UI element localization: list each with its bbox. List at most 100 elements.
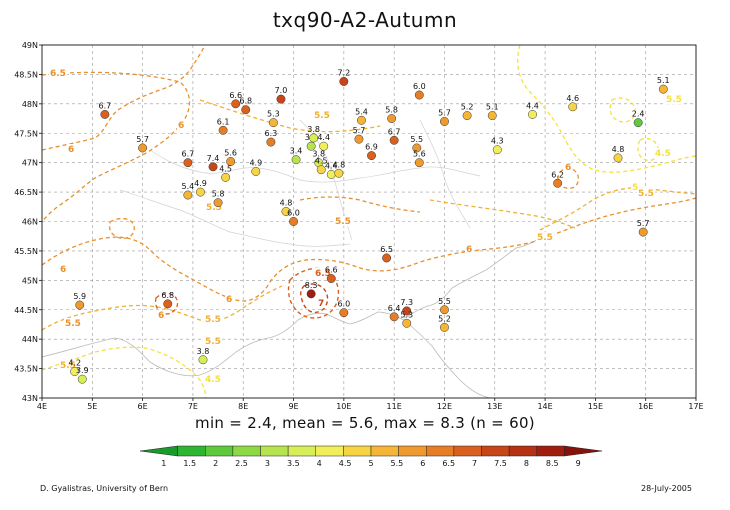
- contour-line: [42, 45, 206, 151]
- colorbar-segment: [398, 445, 427, 457]
- x-tick-label: 5E: [87, 402, 97, 411]
- x-tick-label: 15E: [588, 402, 603, 411]
- date-credit: 28-July-2005: [640, 484, 692, 493]
- contour-line: [539, 187, 696, 231]
- contour-line: [299, 283, 329, 314]
- contour-label-bg: [204, 374, 223, 384]
- station-value-label: 4.8: [612, 145, 625, 154]
- station-marker: [440, 322, 449, 332]
- station-marker: [568, 102, 578, 112]
- station-value-label: 4.8: [280, 198, 293, 207]
- station-marker: [387, 114, 397, 123]
- station-marker: [196, 187, 205, 197]
- station-value-label: 5.1: [657, 76, 670, 85]
- x-tick-label: 7E: [188, 402, 198, 411]
- contour-label-bg: [314, 268, 333, 278]
- colorbar-segment: [564, 445, 603, 457]
- station-marker: [218, 125, 228, 135]
- x-tick-label: 10E: [336, 402, 351, 411]
- station-marker: [326, 169, 336, 179]
- y-tick-label: 49N: [22, 41, 38, 50]
- contour-line: [42, 346, 207, 398]
- station-value-label: 5.6: [224, 148, 237, 157]
- station-marker: [389, 312, 399, 322]
- contour-label-bg: [59, 360, 78, 370]
- station-marker: [367, 151, 376, 161]
- colorbar-label: 2: [213, 459, 218, 468]
- colorbar-label: 8.5: [546, 459, 559, 468]
- colorbar-segment: [260, 445, 289, 457]
- colorbar-label: 1: [161, 459, 166, 468]
- station-marker: [440, 117, 449, 126]
- station-value-label: 4.4: [526, 101, 539, 110]
- x-tick-label: 4E: [37, 402, 47, 411]
- y-tick-label: 46.5N: [14, 188, 38, 197]
- station-value-label: 6.9: [365, 143, 378, 152]
- colorbar-label: 6.5: [442, 459, 455, 468]
- author-credit: D. Gyalistras, University of Bern: [40, 484, 169, 493]
- contour-label-bg: [536, 232, 555, 242]
- x-tick-label: 14E: [537, 402, 552, 411]
- station-value-label: 4.8: [332, 160, 345, 169]
- contour-label-bg: [334, 216, 353, 226]
- station-marker: [198, 355, 208, 365]
- colorbar-label: 3.5: [287, 459, 300, 468]
- colorbar-segment: [481, 445, 510, 457]
- contour-label: 6: [226, 295, 232, 305]
- colorbar-label: 6: [420, 459, 425, 468]
- station-marker: [231, 99, 241, 109]
- station-value-label: 6.7: [99, 101, 112, 110]
- station-value-label: 3.9: [76, 366, 89, 375]
- station-marker: [291, 155, 301, 165]
- station-marker: [389, 135, 399, 145]
- summary-stats: min = 2.4, mean = 5.6, max = 8.3 (n = 60…: [195, 414, 535, 432]
- station-value-label: 4.2: [68, 359, 81, 368]
- station-marker: [213, 198, 223, 208]
- station-marker: [528, 109, 537, 119]
- station-marker: [268, 118, 278, 128]
- station-value-label: 5.3: [267, 110, 280, 119]
- contour-label-bg: [49, 68, 68, 78]
- y-tick-label: 43N: [22, 394, 38, 403]
- station-value-label: 4.6: [566, 94, 579, 103]
- contour-label: 5.5: [60, 361, 76, 371]
- station-marker: [658, 84, 668, 94]
- station-value-label: 7.0: [275, 86, 288, 95]
- contour-label-bg: [317, 298, 325, 308]
- colorbar-legend: 1 1.5 2 2.5 3 3.5 4 4.5 5 5.5 6 6.5 7 7.5 8 8.5 9: [139, 445, 603, 468]
- station-value-label: 5.8: [385, 106, 398, 115]
- station-value-label: 6.2: [551, 170, 564, 179]
- station-value-label: 6.3: [265, 129, 278, 138]
- colorbar-label: 5.5: [391, 459, 404, 468]
- contour-label: 5: [632, 183, 638, 193]
- contour-line: [42, 71, 191, 223]
- contour-label-bg: [177, 120, 185, 130]
- contour-line: [42, 285, 283, 331]
- contour-label-bg: [665, 94, 684, 104]
- station-value-label: 8.3: [305, 281, 318, 290]
- contour-labels: 6.5 6 5.5 5.5 6 5.5 5.5 6 6 6.5 7 6 5.5 4.5 5.5 6 5.5 5.5…: [49, 68, 684, 385]
- station-value-label: 4.4: [317, 133, 330, 142]
- station-marker: [163, 299, 173, 309]
- station-value-label: 5.7: [136, 135, 149, 144]
- x-tick-label: 11E: [387, 402, 402, 411]
- contour-label-bg: [654, 148, 673, 158]
- station-value-label: 6.6: [325, 266, 338, 275]
- contour-label: 6: [466, 245, 472, 255]
- colorbar-segment: [315, 445, 344, 457]
- colorbar-segment: [177, 445, 206, 457]
- station-value-label: 6.7: [182, 150, 195, 159]
- y-tick-label: 47.5N: [14, 129, 38, 138]
- contour-label-bg: [157, 310, 165, 320]
- y-tick-label: 44.5N: [14, 306, 38, 315]
- contour-label: 7: [318, 299, 324, 309]
- station-marker: [306, 289, 316, 299]
- station-value-label: 5.4: [355, 107, 368, 116]
- contour-label: 6: [565, 163, 571, 173]
- station-marker: [357, 115, 366, 125]
- station-marker: [613, 153, 623, 163]
- station-marker: [638, 227, 648, 237]
- contour-label-bg: [205, 202, 224, 212]
- contour-label: 5.5: [65, 319, 81, 329]
- contour-label-bg: [59, 264, 67, 274]
